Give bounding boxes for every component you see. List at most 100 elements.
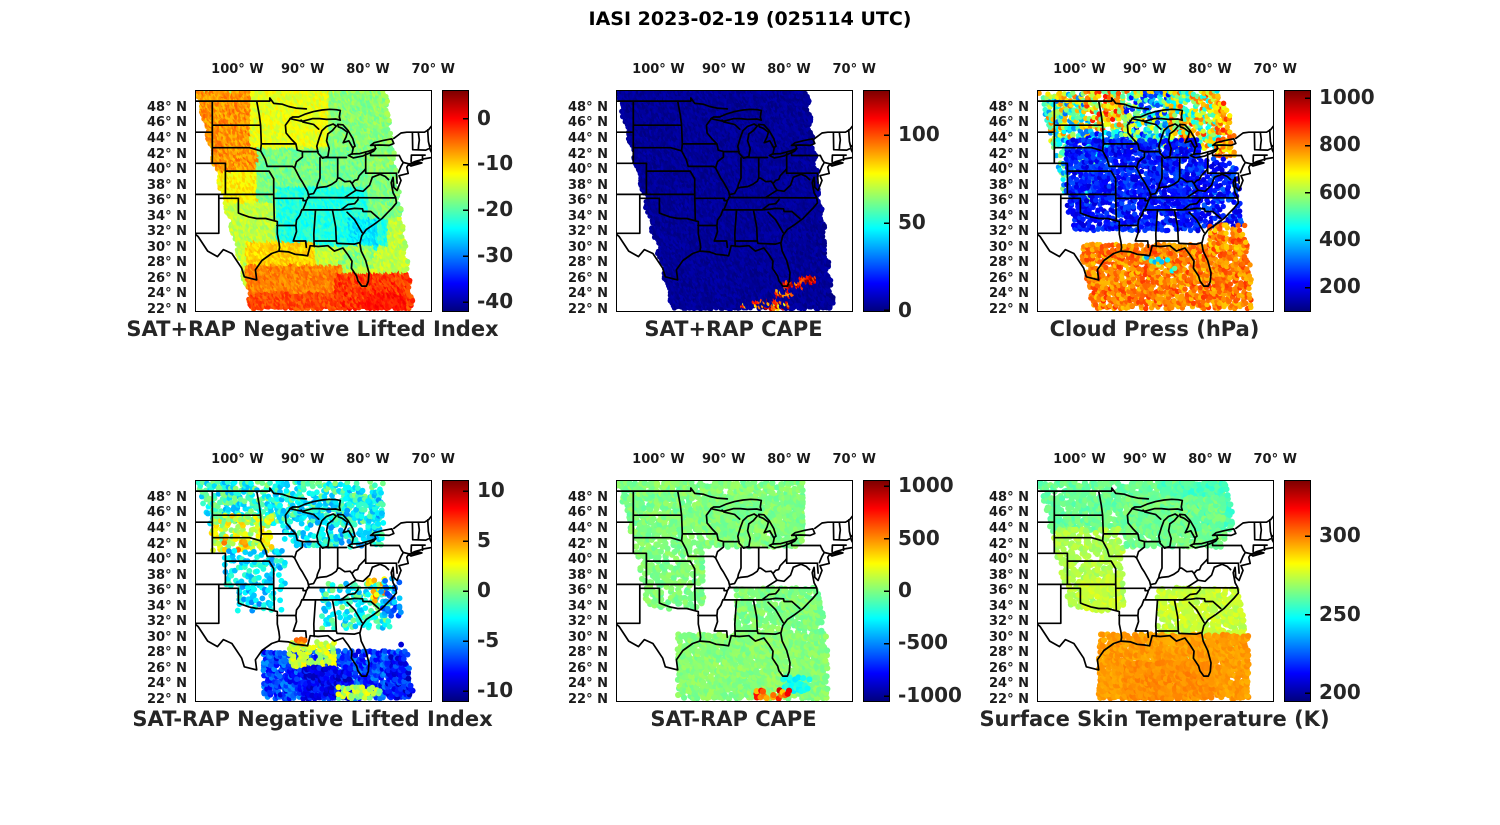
colorbar-tick-label: 0 — [898, 298, 912, 322]
lat-tick-label: 48° N — [568, 99, 608, 115]
colorbar-gradient — [864, 91, 889, 311]
map-data-layer — [1038, 481, 1273, 701]
lat-tick-label: 34° N — [568, 208, 608, 224]
lat-tick-label: 40° N — [989, 162, 1029, 178]
lat-tick-label: 22° N — [147, 302, 187, 317]
colorbar-tick-label: 300 — [1319, 523, 1361, 547]
lat-tick-label: 28° N — [989, 255, 1029, 271]
lon-tick-label: 90° W — [1122, 452, 1167, 467]
lat-tick-label: 28° N — [147, 255, 187, 271]
great-lakes-path — [289, 108, 395, 160]
colorbar-tick-label: -10 — [477, 678, 514, 702]
lat-tick-label: 36° N — [147, 583, 187, 599]
colorbar-tick-label: -1000 — [898, 682, 962, 707]
lat-tick-label: 38° N — [568, 177, 608, 193]
state-borders-layer — [1038, 97, 1273, 287]
panel-title: Cloud Press (hPa) — [1049, 317, 1260, 341]
lat-tick-label: 46° N — [989, 505, 1029, 521]
panel-title: SAT+RAP CAPE — [644, 317, 823, 341]
lat-tick-label: 24° N — [147, 286, 187, 302]
great-lakes-path — [289, 498, 395, 550]
map-axes-box — [616, 480, 853, 702]
state-borders-path — [196, 97, 431, 287]
lat-tick-label: 48° N — [989, 489, 1029, 505]
lat-tick-label: 44° N — [147, 520, 187, 536]
colorbar-gradient — [1285, 481, 1310, 701]
colorbar-tick-label: 400 — [1319, 227, 1361, 252]
lat-tick-label: 26° N — [989, 660, 1029, 676]
colorbar-tick-label: 1000 — [1319, 85, 1375, 110]
panel-title: Surface Skin Temperature (K) — [979, 707, 1330, 731]
map-panel-surface-skin-temperature: 100° W 90° W 80° W 70° W 48° N 46° N 44° N 42° … — [942, 440, 1422, 745]
lat-tick-label: 30° N — [568, 629, 608, 645]
lat-tick-label: 34° N — [568, 598, 608, 614]
lat-tick-label: 32° N — [147, 224, 187, 240]
colorbar-tick-label: 500 — [898, 525, 940, 550]
lat-tick-label: 32° N — [989, 224, 1029, 240]
map-data-layer — [196, 91, 431, 311]
lat-tick-label: 38° N — [989, 177, 1029, 193]
map-panel-sat-plus-rap-cape: 100° W 90° W 80° W 70° W 48° N 46° N 44° N 42° … — [521, 50, 1001, 355]
lat-tick-label: 26° N — [568, 270, 608, 286]
lat-tick-label: 40° N — [568, 552, 608, 568]
state-borders-layer — [617, 97, 852, 287]
great-lakes-path — [1131, 108, 1237, 160]
lat-tick-label: 42° N — [147, 536, 187, 552]
lat-tick-label: 26° N — [147, 270, 187, 286]
colorbar-tick-label: 800 — [1319, 132, 1361, 157]
colorbar-tick-label: -500 — [898, 630, 949, 655]
colorbar-tick-label: 5 — [477, 528, 491, 552]
great-lakes-path — [710, 498, 816, 550]
lat-tick-label: 28° N — [568, 645, 608, 661]
map-data-layer — [617, 91, 852, 311]
lon-tick-label: 70° W — [411, 62, 455, 77]
lat-tick-label: 22° N — [147, 692, 187, 707]
map-panel-sat-plus-rap-lifted-index: 100° W 90° W 80° W 70° W 48° N 46° N 44° N 42° … — [100, 50, 580, 355]
lon-tick-label: 100° W — [632, 62, 685, 77]
lat-tick-label: 34° N — [147, 208, 187, 224]
lat-tick-label: 32° N — [568, 614, 608, 630]
lat-tick-label: 36° N — [989, 193, 1029, 209]
lat-tick-label: 22° N — [989, 302, 1029, 317]
lon-tick-label: 80° W — [1188, 452, 1232, 467]
lat-tick-label: 44° N — [568, 130, 608, 146]
lon-tick-label: 90° W — [701, 452, 746, 467]
lon-tick-label: 80° W — [767, 452, 811, 467]
map-data-layer — [617, 481, 852, 701]
state-borders-layer — [196, 97, 431, 287]
colorbar-gradient — [864, 481, 889, 701]
lon-tick-label: 100° W — [632, 452, 685, 467]
lat-tick-label: 40° N — [147, 162, 187, 178]
colorbar-gradient — [443, 481, 468, 701]
lat-tick-label: 34° N — [989, 598, 1029, 614]
lat-tick-label: 38° N — [147, 567, 187, 583]
lon-tick-label: 70° W — [1253, 62, 1297, 77]
panel-title: SAT-RAP Negative Lifted Index — [132, 707, 493, 731]
state-borders-layer — [617, 487, 852, 677]
state-borders-path — [617, 487, 852, 677]
state-borders-layer — [1038, 487, 1273, 677]
lat-tick-label: 48° N — [147, 489, 187, 505]
lat-tick-label: 30° N — [989, 239, 1029, 255]
map-axes-box — [1037, 90, 1274, 312]
lat-tick-label: 24° N — [147, 676, 187, 692]
lat-tick-label: 48° N — [568, 489, 608, 505]
lat-tick-label: 48° N — [147, 99, 187, 115]
colorbar — [1284, 90, 1311, 312]
colorbar — [442, 480, 469, 702]
lat-tick-label: 44° N — [147, 130, 187, 146]
lon-tick-label: 100° W — [1053, 62, 1106, 77]
lat-tick-label: 44° N — [568, 520, 608, 536]
colorbar-gradient — [1285, 91, 1310, 311]
colorbar-tick-label: 200 — [1319, 680, 1361, 705]
lon-tick-label: 80° W — [767, 62, 811, 77]
lat-tick-label: 40° N — [989, 552, 1029, 568]
lat-tick-label: 44° N — [989, 520, 1029, 536]
lon-tick-label: 80° W — [346, 62, 390, 77]
lat-tick-label: 42° N — [989, 146, 1029, 162]
colorbar-tick-label: 100 — [898, 122, 940, 146]
lat-tick-label: 34° N — [989, 208, 1029, 224]
lat-tick-label: 30° N — [568, 239, 608, 255]
colorbar-tick-label: 600 — [1319, 179, 1361, 204]
